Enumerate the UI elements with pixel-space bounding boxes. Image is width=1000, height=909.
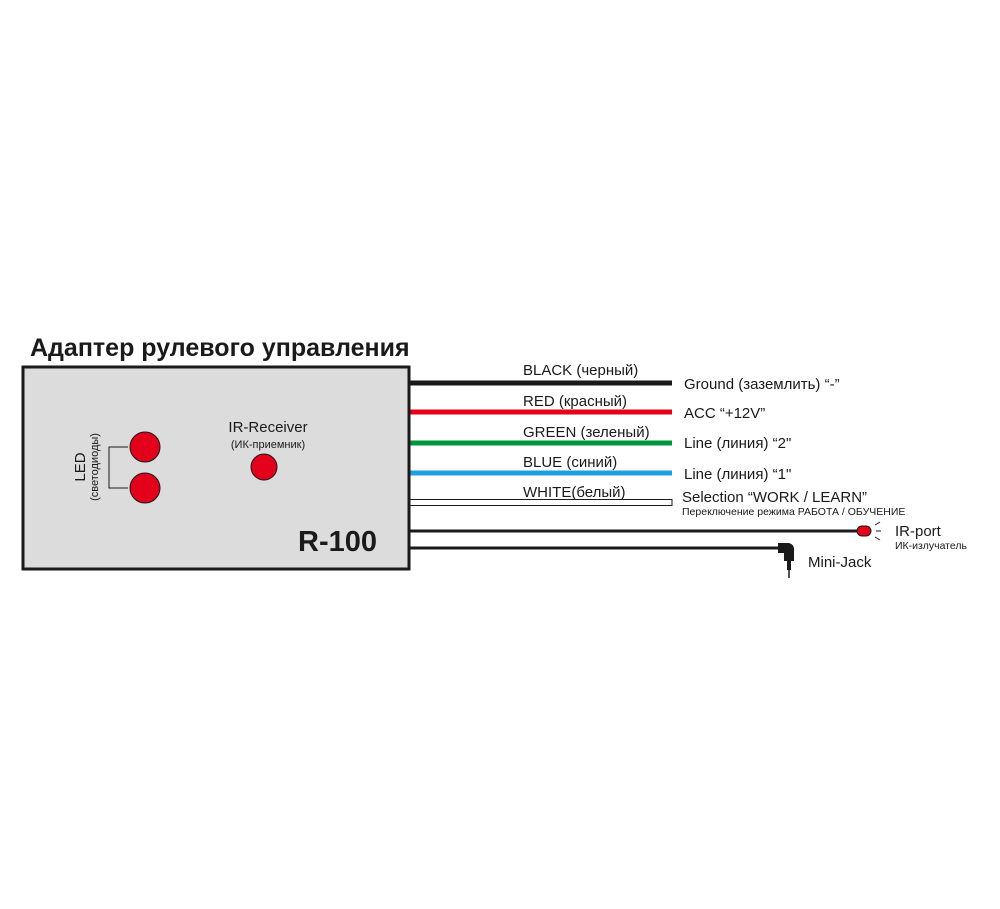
adapter-body [21, 365, 411, 571]
ir-receiver-icon [250, 453, 278, 481]
mini-jack-icon [778, 543, 794, 578]
led-sublabel: (светодиоды) [89, 433, 101, 501]
wire-label-red: RED (красный) [523, 393, 627, 410]
led-bracket [108, 446, 128, 489]
wire-function-selection-sub: Переключение режима РАБОТА / ОБУЧЕНИЕ [682, 506, 905, 518]
led-icon [129, 472, 161, 504]
wire-function-acc: ACC “+12V” [684, 405, 765, 422]
diagram-title: Адаптер рулевого управления [30, 334, 410, 362]
mini-jack-label: Mini-Jack [808, 554, 872, 571]
wire-label-blue: BLUE (синий) [523, 454, 617, 471]
led-label: LED [72, 452, 89, 481]
wire-function-ground: Ground (заземлить) “-” [684, 376, 840, 393]
wire-label-white: WHITE(белый) [523, 484, 626, 501]
model-label: R-100 [298, 526, 377, 558]
ir-receiver-sublabel: (ИК-приемник) [231, 439, 305, 451]
wire-label-black: BLACK (черный) [523, 362, 638, 379]
wire-function-line2: Line (линия) “2" [684, 435, 791, 452]
wire-function-selection: Selection “WORK / LEARN” [682, 489, 867, 506]
led-icon [129, 431, 161, 463]
wire-function-line1: Line (линия) “1" [684, 466, 791, 483]
wire-label-green: GREEN (зеленый) [523, 424, 650, 441]
wires [407, 380, 862, 550]
ir-port-label: IR-port [895, 523, 942, 540]
ir-port-sublabel: ИК-излучатель [895, 540, 967, 552]
ir-emitter-icon [856, 521, 881, 541]
ir-receiver-label: IR-Receiver [228, 419, 307, 436]
